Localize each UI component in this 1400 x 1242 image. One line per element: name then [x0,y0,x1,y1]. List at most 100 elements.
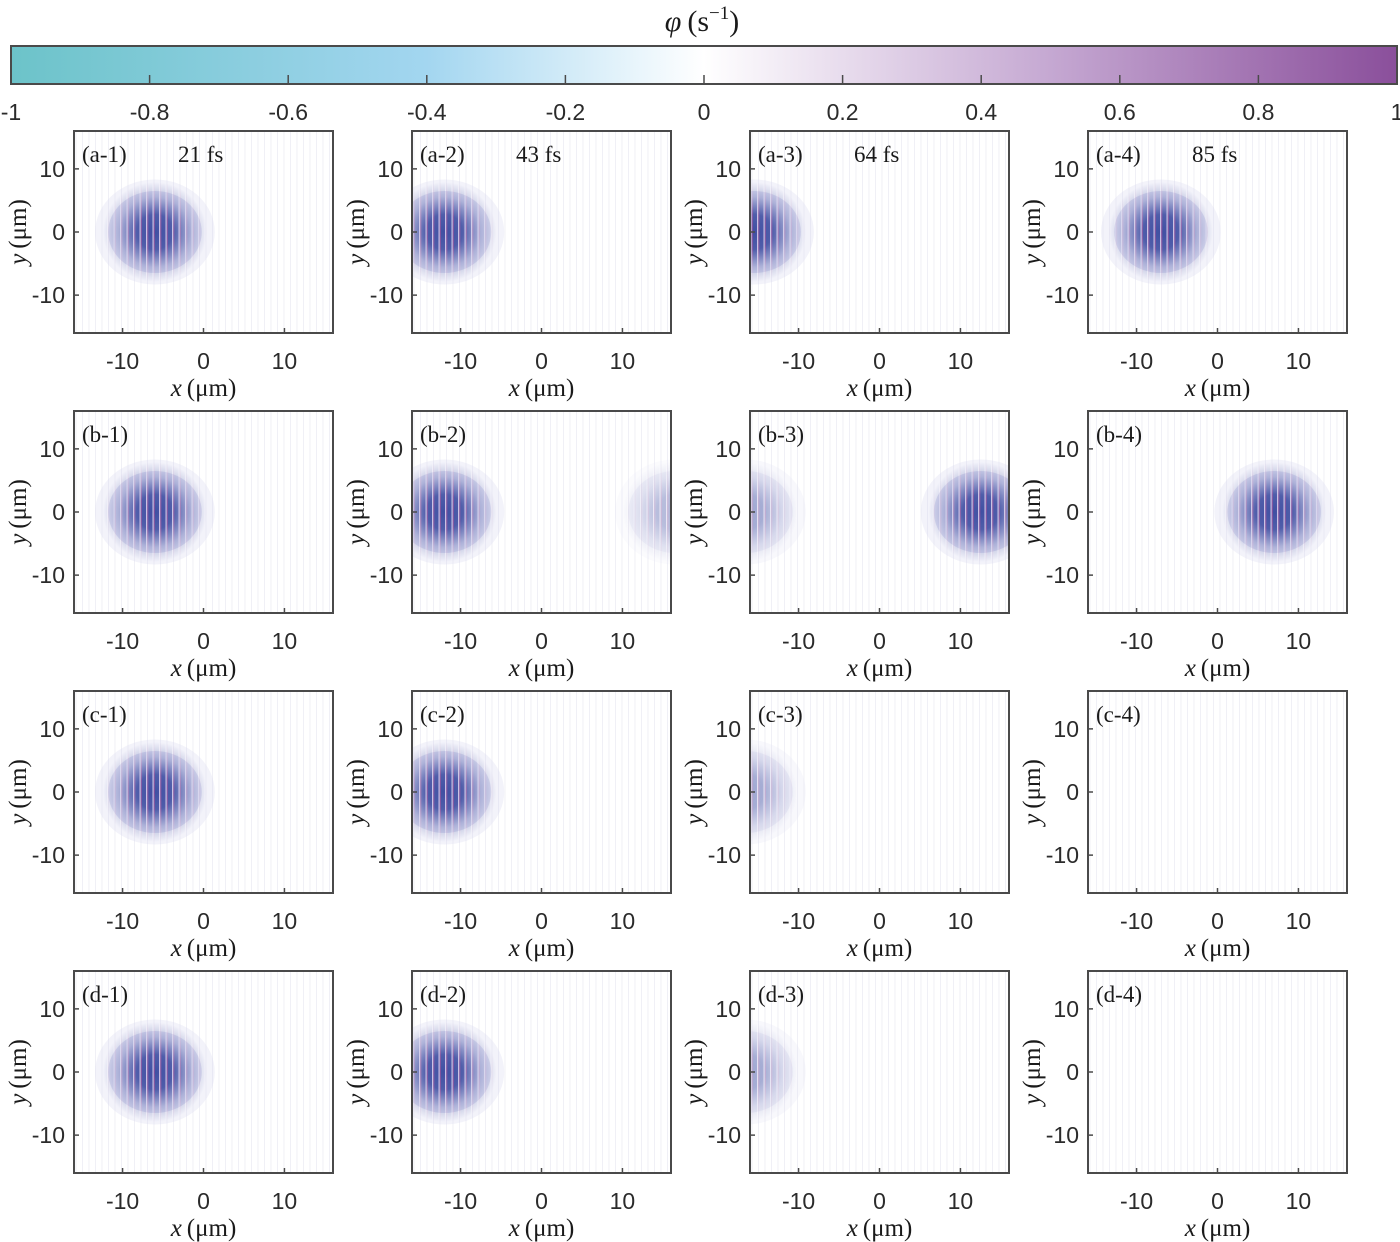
plot-area [412,971,671,1173]
y-tick-label: 10 [1053,716,1079,742]
x-axis-label: x (μm) [508,1215,575,1242]
x-tick-label: 10 [1286,1188,1312,1214]
y-tick-label: 0 [52,219,65,245]
pulse-blob [412,739,505,845]
pulse-blob [750,179,814,285]
plot-background [1088,691,1347,893]
time-label: 43 fs [516,142,561,167]
panel-label: (c-2) [420,702,465,727]
x-axis-label: x (μm) [170,375,237,402]
panel-label: (c-3) [758,702,803,727]
panel-d-4: -10 0 10 10 0 -10 x (μm) y(μm) (d-4) [1019,970,1348,1242]
x-axis-label: x (μm) [1184,1215,1251,1242]
panel-c-3: -10 0 10 10 0 -10 x (μm) y(μm) (c-3) [681,690,1010,962]
x-tick-label: 0 [197,1188,210,1214]
y-tick-label: 10 [1053,996,1079,1022]
colorbar: φ (s−1) -1 -0.8 -0.6 -0.4 -0.2 0 0.2 0.4 0.6 0.8 1 [1,3,1400,125]
colorbar-label-unit: (s [687,5,709,38]
panel-label: (b-1) [82,422,128,447]
y-tick-label: 0 [390,779,403,805]
x-tick-label: 10 [948,908,974,934]
y-tick-label: -10 [370,282,403,308]
y-tick-label: 10 [39,996,65,1022]
panel-c-1: -10 0 10 10 0 -10 x (μm) y(μm) (c-1) [5,690,334,962]
x-tick-label: -10 [106,628,139,654]
panel-a-1: -10 0 10 10 0 -10 x (μm) y(μm) (a-1) 21 fs [5,130,334,402]
panel-a-4: -10 0 10 10 0 -10 x (μm) y(μm) (a-4) 85 fs [1019,130,1348,402]
y-tick-label: -10 [370,562,403,588]
colorbar-label: φ (s−1) [665,3,740,38]
x-tick-label: 10 [272,1188,298,1214]
plot-area [750,411,1009,613]
y-tick-label: 10 [715,436,741,462]
y-tick-label: 0 [390,219,403,245]
x-axis-label: x (μm) [846,1215,913,1242]
y-tick-label: 0 [728,219,741,245]
x-tick-label: -10 [444,628,477,654]
x-tick-label: -10 [1120,348,1153,374]
y-tick-label: 10 [377,436,403,462]
y-tick-label: 0 [728,499,741,525]
x-tick-label: 0 [535,1188,548,1214]
panel-d-3: -10 0 10 10 0 -10 x (μm) y(μm) (d-3) [681,970,1010,1242]
colorbar-label-symbol: φ [665,5,682,38]
y-tick-label: 0 [52,779,65,805]
panel-label: (a-3) [758,142,803,167]
panel-b-1: -10 0 10 10 0 -10 x (μm) y(μm) (b-1) [5,410,334,682]
pulse-blob [412,179,505,285]
y-axis-label: y(μm) [681,1039,708,1108]
plot-area [1088,411,1347,613]
x-tick-label: 0 [535,348,548,374]
pulse-blob [750,739,806,845]
x-tick-label: 10 [1286,908,1312,934]
x-axis-label: x (μm) [508,935,575,962]
plot-area [74,131,333,333]
y-axis-label: y(μm) [681,759,708,828]
y-axis-label: y(μm) [1019,1039,1046,1108]
x-tick-label: 0 [197,908,210,934]
x-axis-label: x (μm) [1184,375,1251,402]
x-tick-label: 0 [873,908,886,934]
y-tick-label: 10 [39,716,65,742]
x-tick-label: -10 [782,908,815,934]
x-tick-label: 0 [535,908,548,934]
y-tick-label: -10 [708,562,741,588]
y-tick-label: -10 [32,562,65,588]
x-tick-label: -10 [1120,908,1153,934]
colorbar-tick-label: -1 [1,99,21,125]
colorbar-tick-label: -0.4 [407,99,447,125]
x-axis-label: x (μm) [846,375,913,402]
y-tick-label: -10 [32,842,65,868]
x-tick-label: 10 [948,1188,974,1214]
pulse-blob [412,459,505,565]
panel-label: (c-4) [1096,702,1141,727]
pulse-blob [95,459,215,565]
plot-background [1088,971,1347,1173]
time-label: 64 fs [854,142,899,167]
x-axis-label: x (μm) [846,935,913,962]
x-tick-label: -10 [106,1188,139,1214]
y-tick-label: -10 [32,282,65,308]
panel-label: (c-1) [82,702,127,727]
x-axis-label: x (μm) [508,655,575,682]
y-tick-label: 0 [728,1059,741,1085]
panel-label: (b-2) [420,422,466,447]
y-tick-label: 0 [1066,779,1079,805]
y-tick-label: 10 [715,156,741,182]
y-tick-label: 0 [390,499,403,525]
y-tick-label: 0 [390,1059,403,1085]
plot-area [750,691,1009,893]
plot-area [74,411,333,613]
x-axis-label: x (μm) [1184,655,1251,682]
panel-d-1: -10 0 10 10 0 -10 x (μm) y(μm) (d-1) [5,970,334,1242]
y-tick-label: -10 [1046,282,1079,308]
x-axis-label: x (μm) [170,655,237,682]
plot-area [412,411,671,613]
pulse-blob [95,739,215,845]
x-tick-label: 10 [1286,628,1312,654]
colorbar-label-exponent: −1 [709,3,729,24]
x-tick-label: 10 [610,348,636,374]
x-axis-label: x (μm) [170,935,237,962]
y-tick-label: -10 [1046,562,1079,588]
